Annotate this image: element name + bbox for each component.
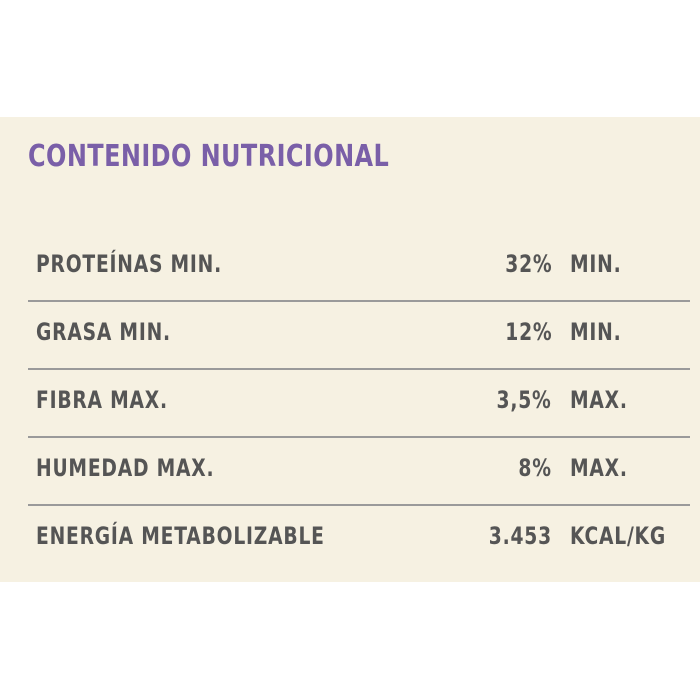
table-row: GRASA MIN. 12% MIN. [28,300,690,370]
nutrient: GRASA MIN. [36,318,171,346]
amount: 12% [504,318,552,346]
table-row: ENERGÍA METABOLIZABLE 3.453 KCAL/KG [28,504,690,572]
table-row: HUMEDAD MAX. 8% MAX. [28,436,690,506]
table-row: PROTEÍNAS MIN. 32% MIN. [28,232,690,302]
nutrient: PROTEÍNAS MIN. [36,250,223,278]
amount: 3.453 [488,522,552,550]
unit: MIN. [570,250,622,278]
unit: KCAL/KG [570,522,666,550]
unit: MIN. [570,318,622,346]
title: CONTENIDO NUTRICIONAL [28,139,390,174]
amount: 8% [518,454,552,482]
unit: MAX. [570,454,628,482]
amount: 3,5% [496,386,552,414]
amount: 32% [504,250,552,278]
nutrition-panel: CONTENIDO NUTRICIONAL PROTEÍNAS MIN. 32% M… [0,117,700,582]
nutrient: ENERGÍA METABOLIZABLE [36,522,325,550]
nutrient: FIBRA MAX. [36,386,168,414]
nutrient: HUMEDAD MAX. [36,454,215,482]
table-row: FIBRA MAX. 3,5% MAX. [28,368,690,438]
unit: MAX. [570,386,628,414]
